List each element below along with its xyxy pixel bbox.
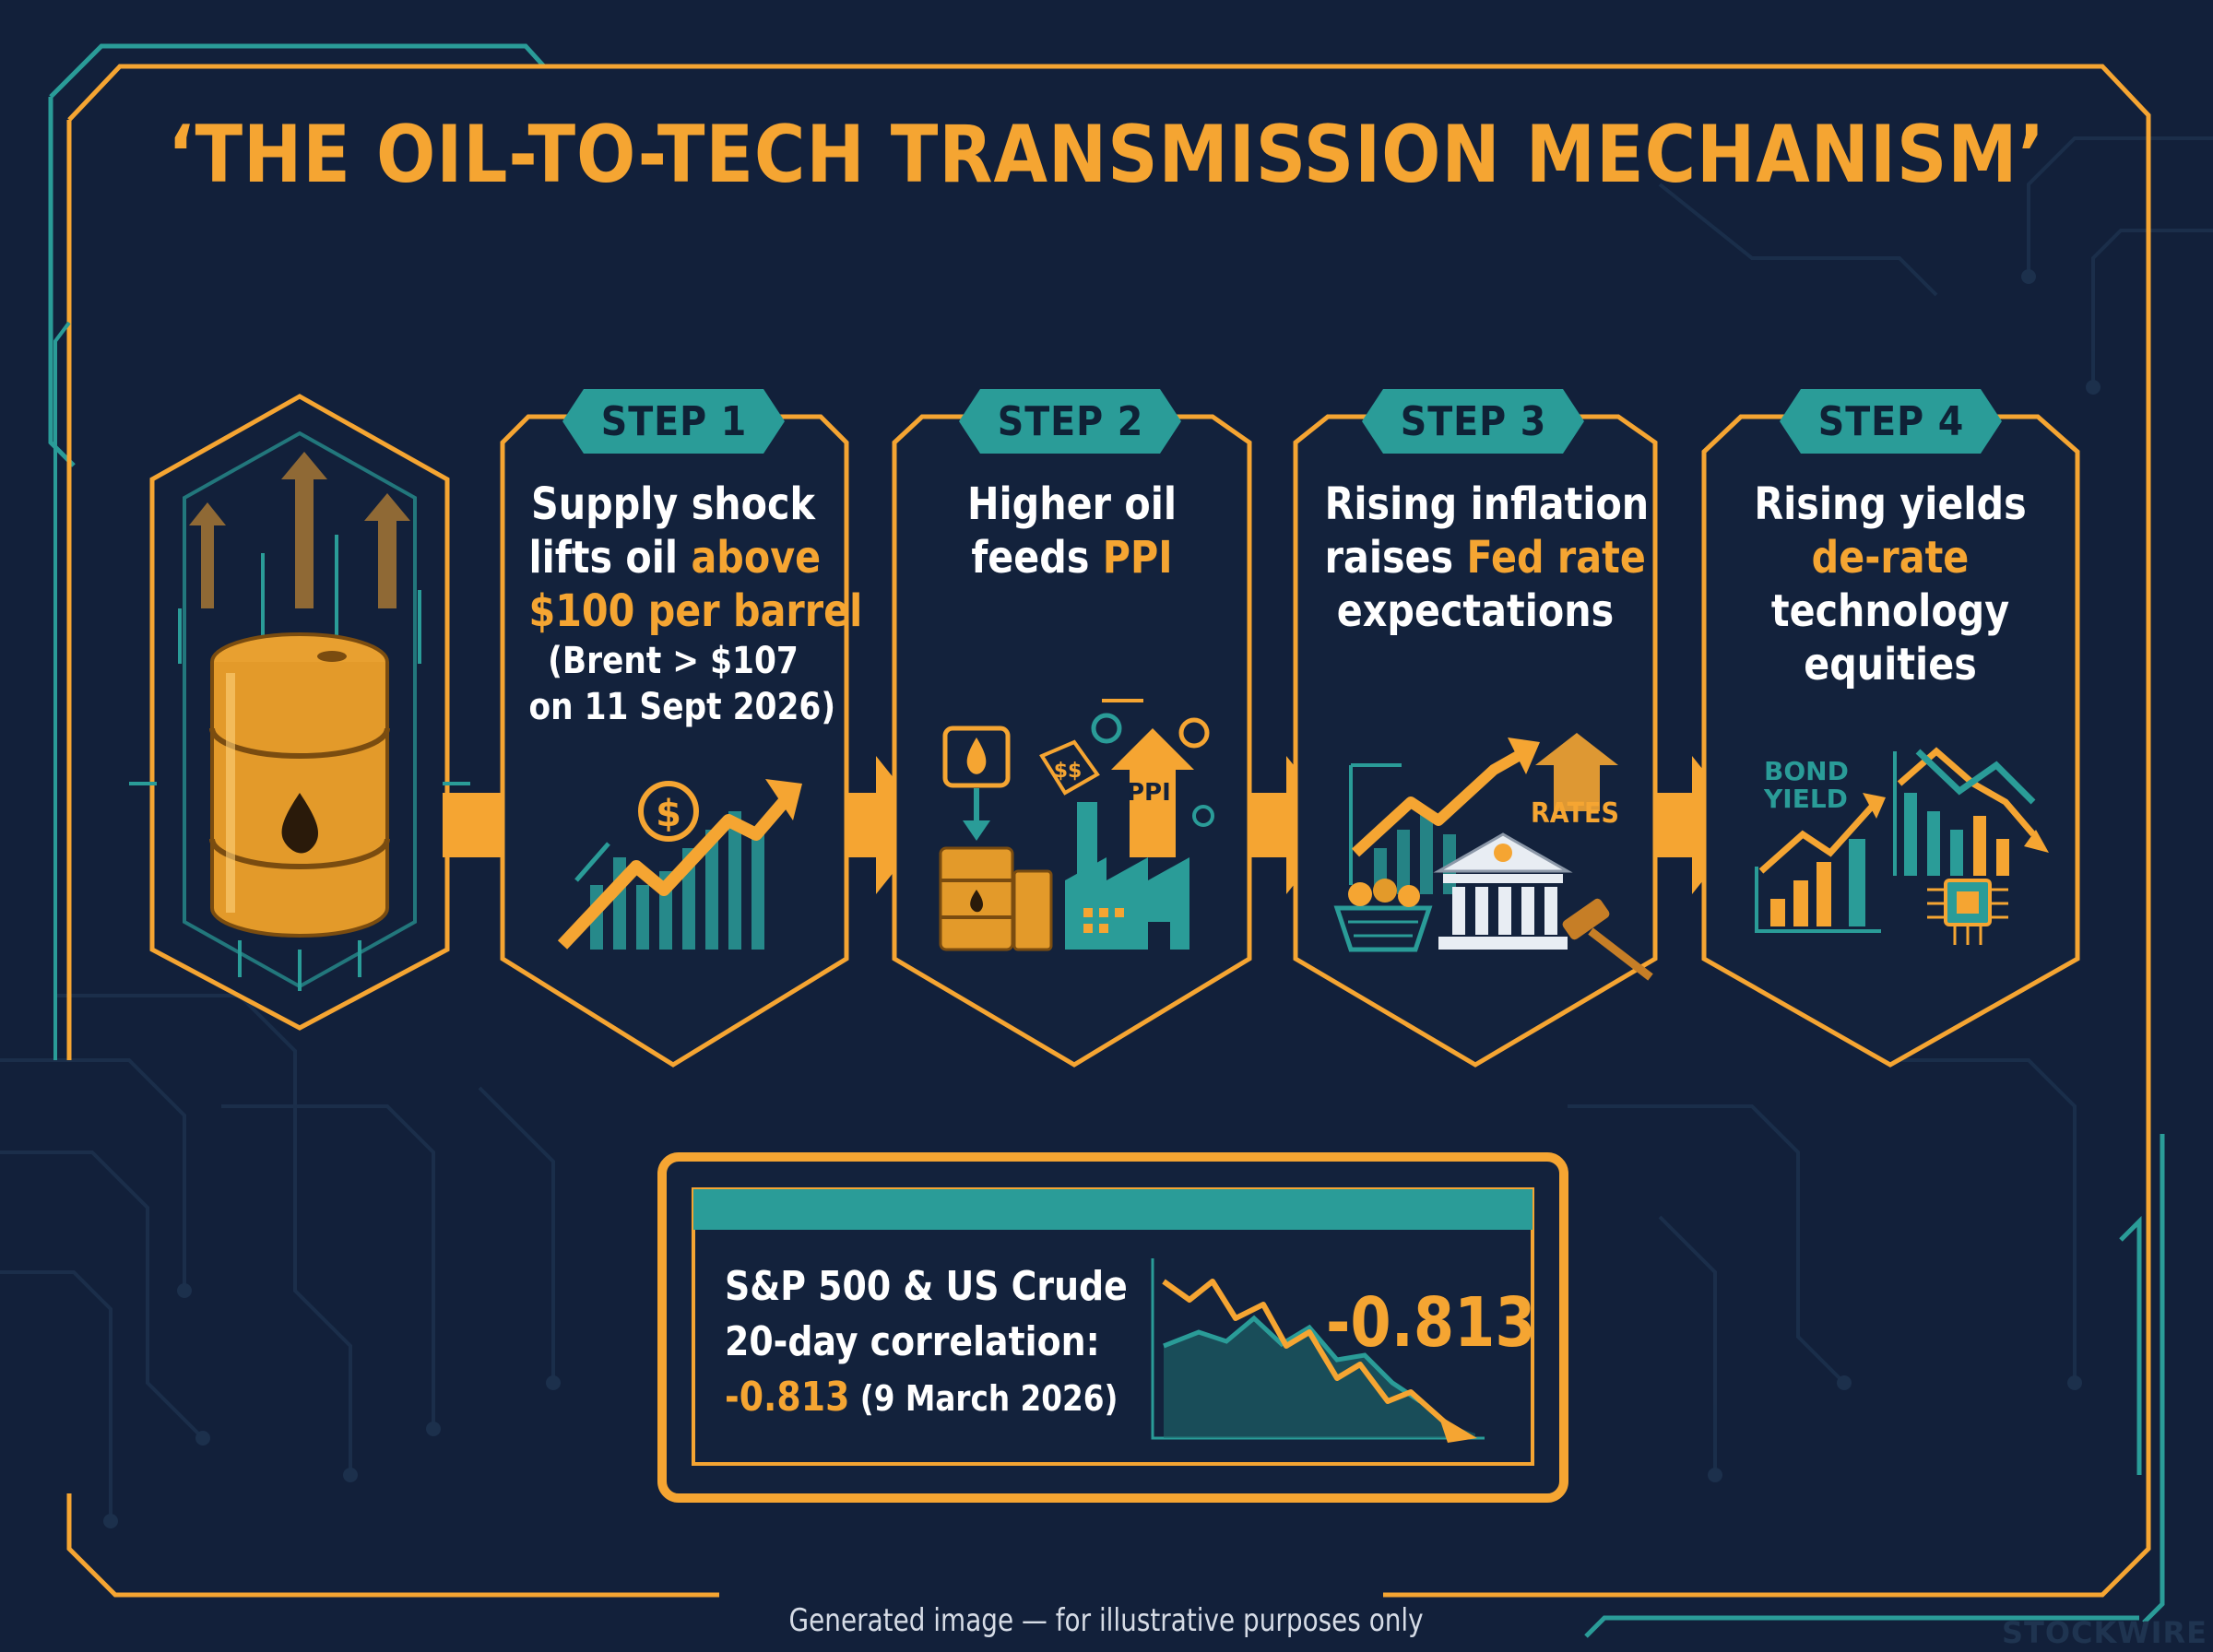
oil-barrel-icon	[129, 394, 470, 1031]
rates-icon-label: RATES	[1531, 797, 1619, 830]
step-3-text: Rising inflation raises Fed rate expecta…	[1324, 478, 1650, 637]
step-4-text: Rising yields de-rate technology equitie…	[1754, 478, 2027, 690]
step-2-text: Higher oil feeds PPI	[966, 478, 1178, 584]
correlation-big-value: -0.813	[1326, 1283, 1536, 1363]
step-3-panel	[1293, 414, 1658, 1068]
falling-line-chart-icon	[1151, 1258, 1485, 1443]
outer-teal-frame	[48, 43, 546, 467]
correlation-value: -0.813	[725, 1374, 850, 1421]
step-1-text: Supply shock lifts oil above $100 per ba…	[528, 478, 863, 728]
page-title: ‘THE OIL-TO-TECH TRANSMISSION MECHANISM’	[167, 109, 2046, 201]
outer-orange-frame	[67, 64, 2151, 1598]
step-1-note-line-2: on 11 Sept 2026)	[528, 686, 836, 728]
step-3-badge: STEP 3	[1360, 387, 1586, 455]
bank-rates-icon	[1333, 733, 1653, 981]
bond-yield-chip-icon	[1755, 747, 2049, 945]
correlation-header-bar	[693, 1189, 1533, 1230]
brand-watermark: STOCKWIRE	[2001, 1615, 2207, 1650]
step-1-badge: STEP 1	[561, 387, 787, 455]
step-4-badge: STEP 4	[1778, 387, 2004, 455]
rising-chart-dollar-icon: $	[557, 779, 802, 950]
svg-text:$$: $$	[1054, 760, 1083, 783]
ppi-icon-label: PPI	[1127, 779, 1171, 807]
bond-yield-label: BOND YIELD	[1764, 756, 1849, 814]
correlation-text: S&P 500 & US Crude 20-day correlation: -…	[725, 1263, 1128, 1421]
factory-ppi-icon: $$	[939, 699, 1214, 951]
footer-disclaimer: Generated image — for illustrative purpo…	[788, 1602, 1425, 1639]
step-1-note-line-1: (Brent > $107	[548, 640, 799, 682]
step-2-badge: STEP 2	[957, 387, 1183, 455]
svg-text:$: $	[656, 793, 681, 835]
